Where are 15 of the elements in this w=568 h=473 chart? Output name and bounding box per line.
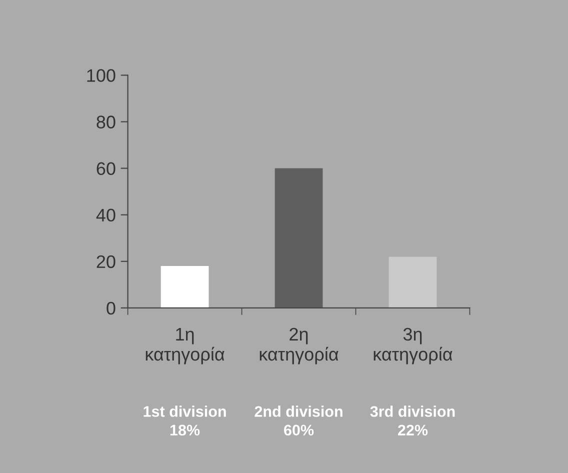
x-tick-label: 2η κατηγορία	[260, 328, 338, 364]
data-label: 1st division 18%	[144, 406, 226, 436]
y-tick-label: 60	[96, 162, 116, 176]
x-tick-label: 3η κατηγορία	[374, 328, 452, 364]
y-tick-label: 80	[96, 116, 116, 128]
y-tick-label: 100	[87, 69, 116, 82]
y-tick-label: 40	[96, 208, 116, 222]
data-label: 3rd division 22%	[370, 406, 455, 436]
data-label: 2nd division 60%	[254, 406, 342, 436]
y-tick-label: 0	[106, 302, 116, 315]
bar	[388, 256, 437, 308]
bar	[160, 266, 209, 308]
x-tick-label: 1η κατηγορία	[146, 328, 224, 364]
y-tick-label: 20	[96, 255, 116, 268]
bar	[274, 168, 323, 308]
